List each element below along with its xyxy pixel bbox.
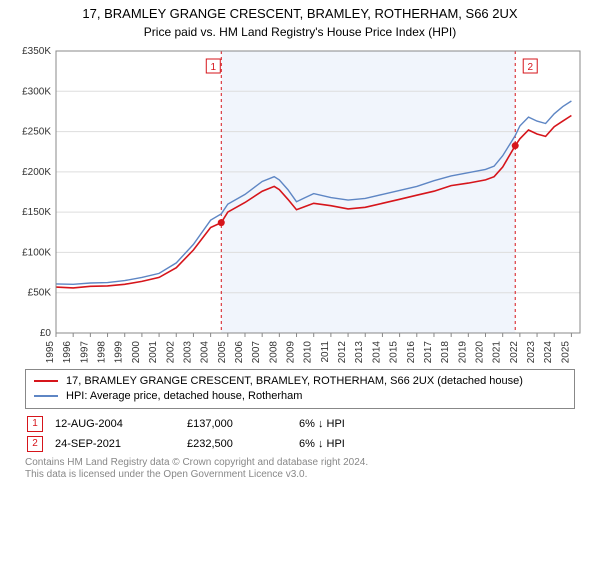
x-tick-label: 2007 xyxy=(251,340,262,362)
trade-date: 24-SEP-2021 xyxy=(55,435,185,453)
title-line1: 17, BRAMLEY GRANGE CRESCENT, BRAMLEY, RO… xyxy=(0,6,600,23)
x-tick-label: 2004 xyxy=(200,340,211,362)
x-tick-label: 2014 xyxy=(371,340,382,362)
y-tick-label: £50K xyxy=(28,288,52,299)
x-tick-label: 2006 xyxy=(234,340,245,362)
trade-row: 1 12-AUG-2004£137,0006% ↓ HPI xyxy=(27,415,355,433)
x-tick-label: 2015 xyxy=(389,340,400,362)
x-tick-label: 2024 xyxy=(543,340,554,362)
x-tick-label: 2012 xyxy=(337,340,348,362)
price-chart-svg: £0 £50K £100K £150K £200K £250K £300K £350K 1995… xyxy=(10,43,590,363)
legend-row: 17, BRAMLEY GRANGE CRESCENT, BRAMLEY, RO… xyxy=(34,374,566,389)
x-tick-label: 2000 xyxy=(131,340,142,362)
y-tick-label: £100K xyxy=(22,247,51,258)
legend-swatch xyxy=(34,395,58,397)
legend-label: HPI: Average price, detached house, Roth… xyxy=(66,390,302,402)
x-tick-label: 2005 xyxy=(217,340,228,362)
x-tick-label: 2009 xyxy=(286,340,297,362)
x-tick-label: 1999 xyxy=(114,340,125,362)
x-tick-label: 2018 xyxy=(440,340,451,362)
x-tick-label: 2010 xyxy=(303,340,314,362)
x-tick-label: 2017 xyxy=(423,340,434,362)
trade-id-badge: 2 xyxy=(27,436,43,452)
legend-box: 17, BRAMLEY GRANGE CRESCENT, BRAMLEY, RO… xyxy=(25,369,575,409)
y-tick-label: £150K xyxy=(22,207,51,218)
x-tick-label: 2002 xyxy=(165,340,176,362)
trade-id-cell: 2 xyxy=(27,435,53,453)
x-tick-label: 2001 xyxy=(148,340,159,362)
x-tick-label: 2020 xyxy=(475,340,486,362)
y-tick-label: £350K xyxy=(22,46,51,57)
trade-marker-badge-label: 1 xyxy=(210,62,216,73)
x-tick-label: 1997 xyxy=(79,340,90,362)
legend-row: HPI: Average price, detached house, Roth… xyxy=(34,389,566,404)
x-tick-label: 1996 xyxy=(62,340,73,362)
legend-swatch xyxy=(34,380,58,382)
trade-marker-badge-label: 2 xyxy=(527,62,533,73)
trades-table: 1 12-AUG-2004£137,0006% ↓ HPI 2 24-SEP-2021… xyxy=(25,413,357,455)
shaded-band xyxy=(221,51,515,333)
trade-marker-dot xyxy=(512,142,519,149)
trade-id-cell: 1 xyxy=(27,415,53,433)
x-tick-label: 2016 xyxy=(406,340,417,362)
trade-price: £232,500 xyxy=(187,435,297,453)
x-tick-label: 2013 xyxy=(354,340,365,362)
footer-text: Contains HM Land Registry data © Crown c… xyxy=(25,457,575,482)
x-tick-label: 1995 xyxy=(45,340,56,362)
x-tick-label: 2008 xyxy=(268,340,279,362)
trade-marker-dot xyxy=(218,219,225,226)
footer-line2: This data is licensed under the Open Gov… xyxy=(25,469,307,480)
x-tick-label: 2025 xyxy=(560,340,571,362)
x-tick-label: 2011 xyxy=(320,340,331,362)
trade-date: 12-AUG-2004 xyxy=(55,415,185,433)
trade-price: £137,000 xyxy=(187,415,297,433)
footer-line1: Contains HM Land Registry data © Crown c… xyxy=(25,457,368,468)
y-tick-label: £200K xyxy=(22,167,51,178)
legend-label: 17, BRAMLEY GRANGE CRESCENT, BRAMLEY, RO… xyxy=(66,375,523,387)
y-tick-label: £300K xyxy=(22,86,51,97)
trade-delta: 6% ↓ HPI xyxy=(299,415,355,433)
x-tick-label: 2023 xyxy=(526,340,537,362)
trade-id-badge: 1 xyxy=(27,416,43,432)
title-line2: Price paid vs. HM Land Registry's House … xyxy=(0,25,600,39)
trade-row: 2 24-SEP-2021£232,5006% ↓ HPI xyxy=(27,435,355,453)
x-tick-label: 2021 xyxy=(492,340,503,362)
trade-delta: 6% ↓ HPI xyxy=(299,435,355,453)
chart-container: £0 £50K £100K £150K £200K £250K £300K £350K 1995… xyxy=(10,43,590,363)
x-tick-label: 1998 xyxy=(97,340,108,362)
y-tick-label: £0 xyxy=(40,328,52,339)
y-tick-label: £250K xyxy=(22,126,51,137)
x-tick-label: 2003 xyxy=(182,340,193,362)
x-tick-label: 2019 xyxy=(457,340,468,362)
x-tick-label: 2022 xyxy=(509,340,520,362)
